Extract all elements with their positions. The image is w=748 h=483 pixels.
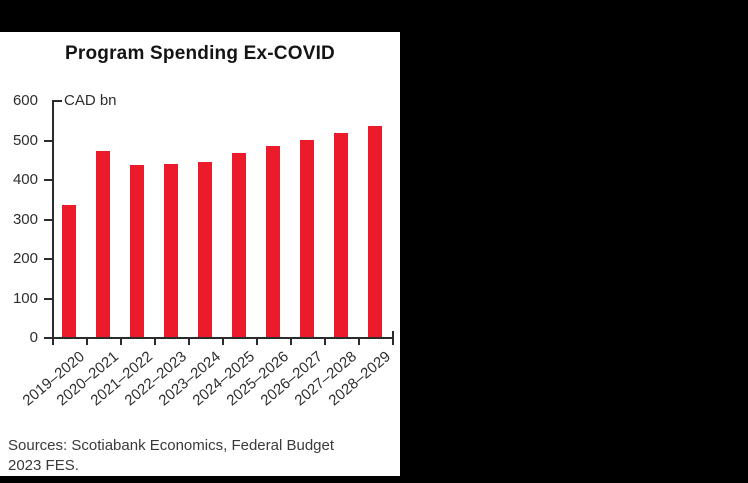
y-top-tick — [54, 100, 62, 102]
y-tick — [44, 298, 52, 300]
bar-chart: 0 100 200 300 400 500 600 CAD bn 2019–2020 2020–2… — [0, 32, 400, 476]
chart-title: Program Spending Ex-COVID — [65, 43, 335, 64]
bar — [62, 205, 76, 337]
y-tick — [44, 337, 52, 339]
x-tick — [256, 339, 258, 345]
x-tick — [358, 339, 360, 345]
y-tick-label: 400 — [12, 171, 38, 188]
right-black-area — [400, 0, 748, 483]
x-tick — [324, 339, 326, 345]
y-tick — [44, 140, 52, 142]
x-axis-end-stub — [392, 331, 394, 339]
bar — [164, 164, 178, 337]
y-tick-label: 300 — [12, 211, 38, 228]
bar — [300, 140, 314, 337]
y-tick — [44, 219, 52, 221]
x-axis-line — [52, 337, 394, 339]
x-tick — [86, 339, 88, 345]
chart-panel: Program Spending Ex-COVID 0 100 200 300 400 5… — [0, 32, 400, 476]
y-tick — [44, 179, 52, 181]
y-tick-label: 600 — [12, 92, 38, 109]
x-tick — [222, 339, 224, 345]
bar — [130, 165, 144, 337]
x-tick — [392, 339, 394, 345]
source-note: Sources: Scotiabank Economics, Federal B… — [8, 437, 335, 474]
bar — [198, 162, 212, 337]
bar — [334, 133, 348, 337]
x-tick — [154, 339, 156, 345]
y-tick-label: 100 — [12, 290, 38, 307]
bar — [368, 126, 382, 337]
bottom-black-bar — [0, 476, 748, 483]
y-unit-label: CAD bn — [64, 92, 117, 109]
y-tick-label: 200 — [12, 250, 38, 267]
bar — [96, 151, 110, 337]
x-tick — [120, 339, 122, 345]
x-tick — [290, 339, 292, 345]
x-tick — [52, 339, 54, 345]
x-tick — [188, 339, 190, 345]
y-tick-label: 500 — [12, 132, 38, 149]
bar — [232, 153, 246, 337]
y-tick — [44, 258, 52, 260]
y-axis-line — [52, 100, 54, 339]
y-tick-label: 0 — [29, 329, 38, 346]
bar — [266, 146, 280, 337]
